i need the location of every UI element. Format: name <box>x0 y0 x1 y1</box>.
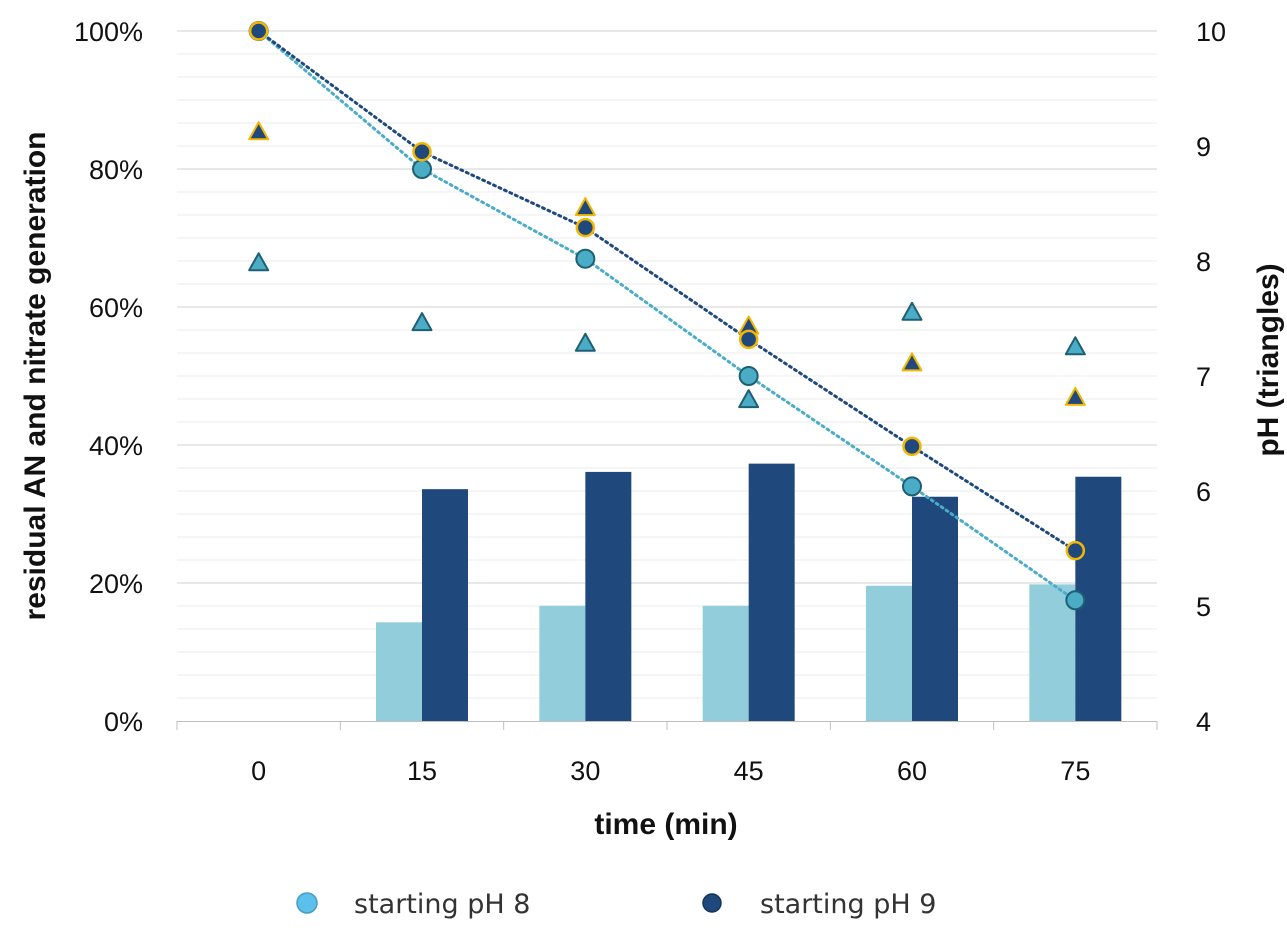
legend: starting pH 8 starting pH 9 <box>296 889 936 920</box>
point-ph9-t45 <box>738 329 759 350</box>
bar-ph9-t60 <box>912 496 958 721</box>
ph-triangles <box>248 121 1086 409</box>
y2-tick-label: 9 <box>1196 132 1211 162</box>
legend-marker-ph9 <box>702 893 722 913</box>
bar-ph8-t30 <box>539 605 586 721</box>
bar-ph9-t15 <box>422 489 468 721</box>
y-tick-label: 40% <box>89 431 143 461</box>
bar-ph9-t30 <box>585 471 632 721</box>
trend-line-ph8 <box>257 29 1077 602</box>
bar-ph8-t60 <box>866 585 912 721</box>
legend-label-ph9: starting pH 9 <box>760 889 936 920</box>
gridlines <box>177 30 1157 699</box>
ph-triangle-ph8-t75 <box>1064 336 1086 356</box>
bar-ph8-t45 <box>702 605 749 721</box>
ph-triangle-ph8-t15 <box>411 312 433 332</box>
point-ph9-t0 <box>248 21 269 41</box>
bar-ph8-t75 <box>1029 584 1076 721</box>
ph-triangle-ph8-t0 <box>248 252 270 272</box>
x-axis-title: time (min) <box>594 808 737 841</box>
ph-triangle-ph8-t30 <box>574 332 596 352</box>
trend-lines <box>257 29 1077 602</box>
point-ph8-t45 <box>738 366 759 386</box>
y-tick-label: 60% <box>89 293 143 323</box>
bar-ph9-t45 <box>748 463 795 721</box>
point-ph8-t60 <box>902 476 922 497</box>
x-tick-label: 75 <box>1060 756 1090 786</box>
y-tick-label: 0% <box>104 707 143 737</box>
data-points <box>248 21 1086 611</box>
legend-label-ph8: starting pH 8 <box>354 889 530 920</box>
y2-tick-label: 8 <box>1196 247 1211 277</box>
x-tick-label: 60 <box>897 756 927 786</box>
point-ph9-t15 <box>412 142 432 162</box>
trend-line-ph9 <box>257 29 1077 553</box>
y-tick-label: 100% <box>74 17 143 47</box>
y2-tick-label: 10 <box>1196 17 1226 47</box>
point-ph8-t30 <box>575 248 596 269</box>
ph-triangle-ph8-t45 <box>738 389 760 409</box>
x-axis <box>176 721 1158 730</box>
x-tick-label: 45 <box>734 756 764 786</box>
bar-ph8-t15 <box>376 622 422 721</box>
point-ph8-t75 <box>1065 590 1086 611</box>
ph-triangle-ph9-t30 <box>574 197 596 217</box>
point-ph9-t60 <box>902 436 922 457</box>
y-axis-ticks: 0% 20% 40% 60% 80% 100% <box>74 17 143 737</box>
y2-axis-ticks: 4 5 6 7 8 9 10 <box>1196 17 1226 737</box>
y-axis-title: residual AN and nitrate generation <box>19 132 52 621</box>
x-tick-label: 15 <box>407 756 437 786</box>
y2-tick-label: 6 <box>1196 477 1211 507</box>
point-ph9-t30 <box>575 217 596 238</box>
x-tick-label: 0 <box>251 756 266 786</box>
legend-marker-ph8 <box>296 892 318 914</box>
point-ph9-t75 <box>1065 540 1086 561</box>
y-tick-label: 80% <box>89 155 143 185</box>
legend-item-ph9: starting pH 9 <box>702 889 936 920</box>
ph-triangle-ph9-t0 <box>248 121 270 141</box>
ph-triangle-ph9-t75 <box>1064 386 1086 406</box>
point-ph8-t15 <box>412 159 432 179</box>
y2-tick-label: 5 <box>1196 592 1211 622</box>
y2-axis-title: pH (triangles) <box>1252 263 1285 456</box>
bars <box>376 463 1122 721</box>
y-tick-label: 20% <box>89 569 143 599</box>
y2-tick-label: 7 <box>1196 362 1211 392</box>
y2-tick-label: 4 <box>1196 707 1211 737</box>
legend-item-ph8: starting pH 8 <box>296 889 530 920</box>
x-axis-ticks: 0 15 30 45 60 75 <box>251 756 1090 786</box>
x-tick-label: 30 <box>570 756 600 786</box>
ph-triangle-ph8-t60 <box>901 301 923 321</box>
ph-triangle-ph9-t60 <box>901 352 923 372</box>
